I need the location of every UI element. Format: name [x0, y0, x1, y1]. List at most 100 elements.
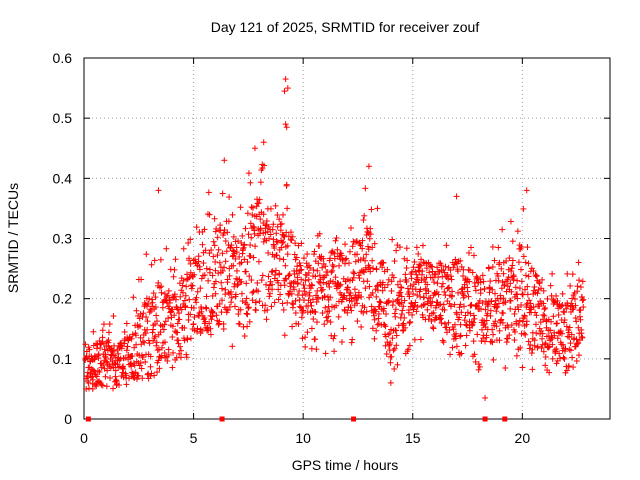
scatter-point	[96, 369, 103, 376]
scatter-point	[279, 239, 286, 246]
scatter-point	[257, 216, 264, 223]
scatter-point	[313, 346, 320, 353]
scatter-point	[249, 297, 256, 304]
scatter-point	[170, 349, 177, 356]
scatter-point	[561, 317, 568, 324]
scatter-point	[448, 303, 455, 310]
scatter-point	[113, 377, 120, 384]
scatter-point	[440, 339, 447, 346]
scatter-point	[447, 267, 454, 274]
scatter-point	[284, 242, 291, 249]
scatter-point	[256, 196, 263, 203]
scatter-point	[534, 290, 541, 297]
scatter-point	[470, 312, 477, 319]
y-tick-label: 0.2	[53, 291, 73, 307]
scatter-point	[278, 244, 285, 251]
scatter-point	[247, 242, 254, 249]
scatter-point	[327, 319, 334, 326]
scatter-point	[426, 269, 433, 276]
scatter-point	[507, 218, 514, 225]
scatter-point	[411, 302, 418, 309]
scatter-point	[158, 289, 165, 296]
scatter-point	[393, 332, 400, 339]
scatter-point	[242, 268, 249, 275]
scatter-point	[485, 265, 492, 272]
scatter-point	[507, 280, 514, 287]
scatter-point	[406, 319, 413, 326]
scatter-point	[136, 362, 143, 369]
scatter-point	[441, 269, 448, 276]
scatter-point	[388, 353, 395, 360]
scatter-point	[296, 303, 303, 310]
scatter-point	[515, 259, 522, 266]
scatter-point	[526, 297, 533, 304]
scatter-point	[520, 315, 527, 322]
scatter-point	[354, 300, 361, 307]
scatter-point	[470, 319, 477, 326]
scatter-point	[275, 286, 282, 293]
scatter-point	[197, 285, 204, 292]
scatter-point	[407, 318, 414, 325]
scatter-point	[256, 298, 263, 305]
scatter-point	[381, 321, 388, 328]
scatter-point	[460, 272, 467, 279]
scatter-point	[203, 265, 210, 272]
scatter-point	[554, 297, 561, 304]
scatter-point	[553, 360, 560, 367]
scatter-point	[414, 274, 421, 281]
scatter-point	[302, 343, 309, 350]
scatter-point	[103, 358, 110, 365]
scatter-point	[152, 333, 159, 340]
scatter-point	[451, 321, 458, 328]
scatter-point	[281, 233, 288, 240]
scatter-point	[276, 216, 283, 223]
scatter-point	[307, 264, 314, 271]
scatter-point	[348, 339, 355, 346]
scatter-point	[557, 327, 564, 334]
y-tick-label: 0	[64, 411, 72, 427]
scatter-point	[387, 359, 394, 366]
scatter-point	[462, 312, 469, 319]
scatter-point	[194, 288, 201, 295]
scatter-point	[342, 241, 349, 248]
scatter-point	[487, 278, 494, 285]
scatter-point	[190, 304, 197, 311]
scatter-point	[260, 139, 267, 146]
scatter-point	[169, 364, 176, 371]
scatter-point	[518, 244, 525, 251]
scatter-point	[265, 223, 272, 230]
scatter-point	[268, 303, 275, 310]
scatter-point	[403, 278, 410, 285]
scatter-point	[218, 285, 225, 292]
scatter-point	[214, 252, 221, 259]
scatter-point	[263, 281, 270, 288]
scatter-point	[457, 257, 464, 264]
scatter-point	[523, 318, 530, 325]
scatter-point	[580, 304, 587, 311]
scatter-point	[202, 318, 209, 325]
scatter-point	[522, 259, 529, 266]
scatter-point	[384, 281, 391, 288]
scatter-point	[98, 381, 105, 388]
scatter-point	[147, 353, 154, 360]
scatter-point	[206, 266, 213, 273]
scatter-point	[246, 273, 253, 280]
scatter-point	[335, 313, 342, 320]
scatter-point	[498, 265, 505, 272]
scatter-point	[245, 231, 252, 238]
scatter-point	[286, 272, 293, 279]
scatter-point	[345, 260, 352, 267]
scatter-point	[226, 303, 233, 310]
scatter-point	[201, 314, 208, 321]
scatter-point	[331, 348, 338, 355]
scatter-point	[165, 287, 172, 294]
scatter-point	[254, 280, 261, 287]
scatter-point	[265, 273, 272, 280]
scatter-point	[435, 291, 442, 298]
scatter-point	[415, 250, 422, 257]
scatter-point	[338, 252, 345, 259]
scatter-point	[397, 289, 404, 296]
scatter-point	[183, 351, 190, 358]
scatter-point	[298, 266, 305, 273]
scatter-point	[247, 179, 254, 186]
